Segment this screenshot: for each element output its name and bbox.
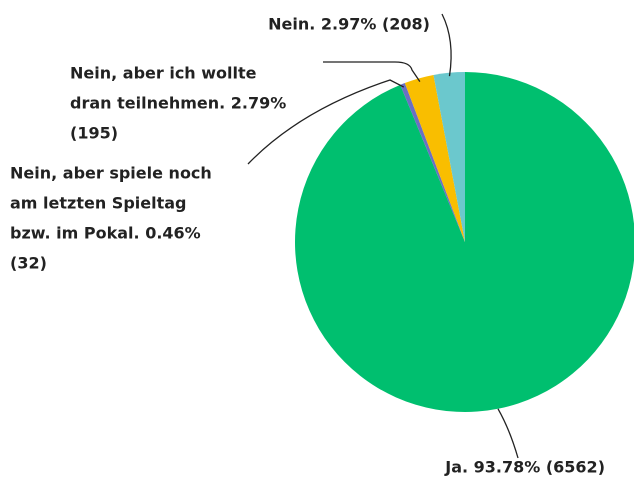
slice-label: (32) (10, 254, 47, 273)
pie-slice (433, 72, 465, 242)
leader-line (441, 13, 452, 77)
slice-label: (195) (70, 124, 118, 143)
pie-slice (400, 83, 465, 242)
leader-line (247, 79, 405, 165)
leader-line (323, 61, 421, 82)
slice-label: Ja. 93.78% (6562) (444, 458, 605, 477)
leader-line (497, 408, 519, 459)
slice-label: Nein, aber spiele noch (10, 164, 212, 183)
slice-label: bzw. im Pokal. 0.46% (10, 224, 201, 243)
pie-slice (404, 74, 465, 242)
pie-slice (295, 72, 634, 412)
slice-label: Nein, aber ich wollte (70, 64, 257, 83)
slice-label: dran teilnehmen. 2.79% (70, 94, 286, 113)
slice-label: Nein. 2.97% (208) (268, 15, 430, 34)
slice-label: am letzten Spieltag (10, 194, 187, 213)
